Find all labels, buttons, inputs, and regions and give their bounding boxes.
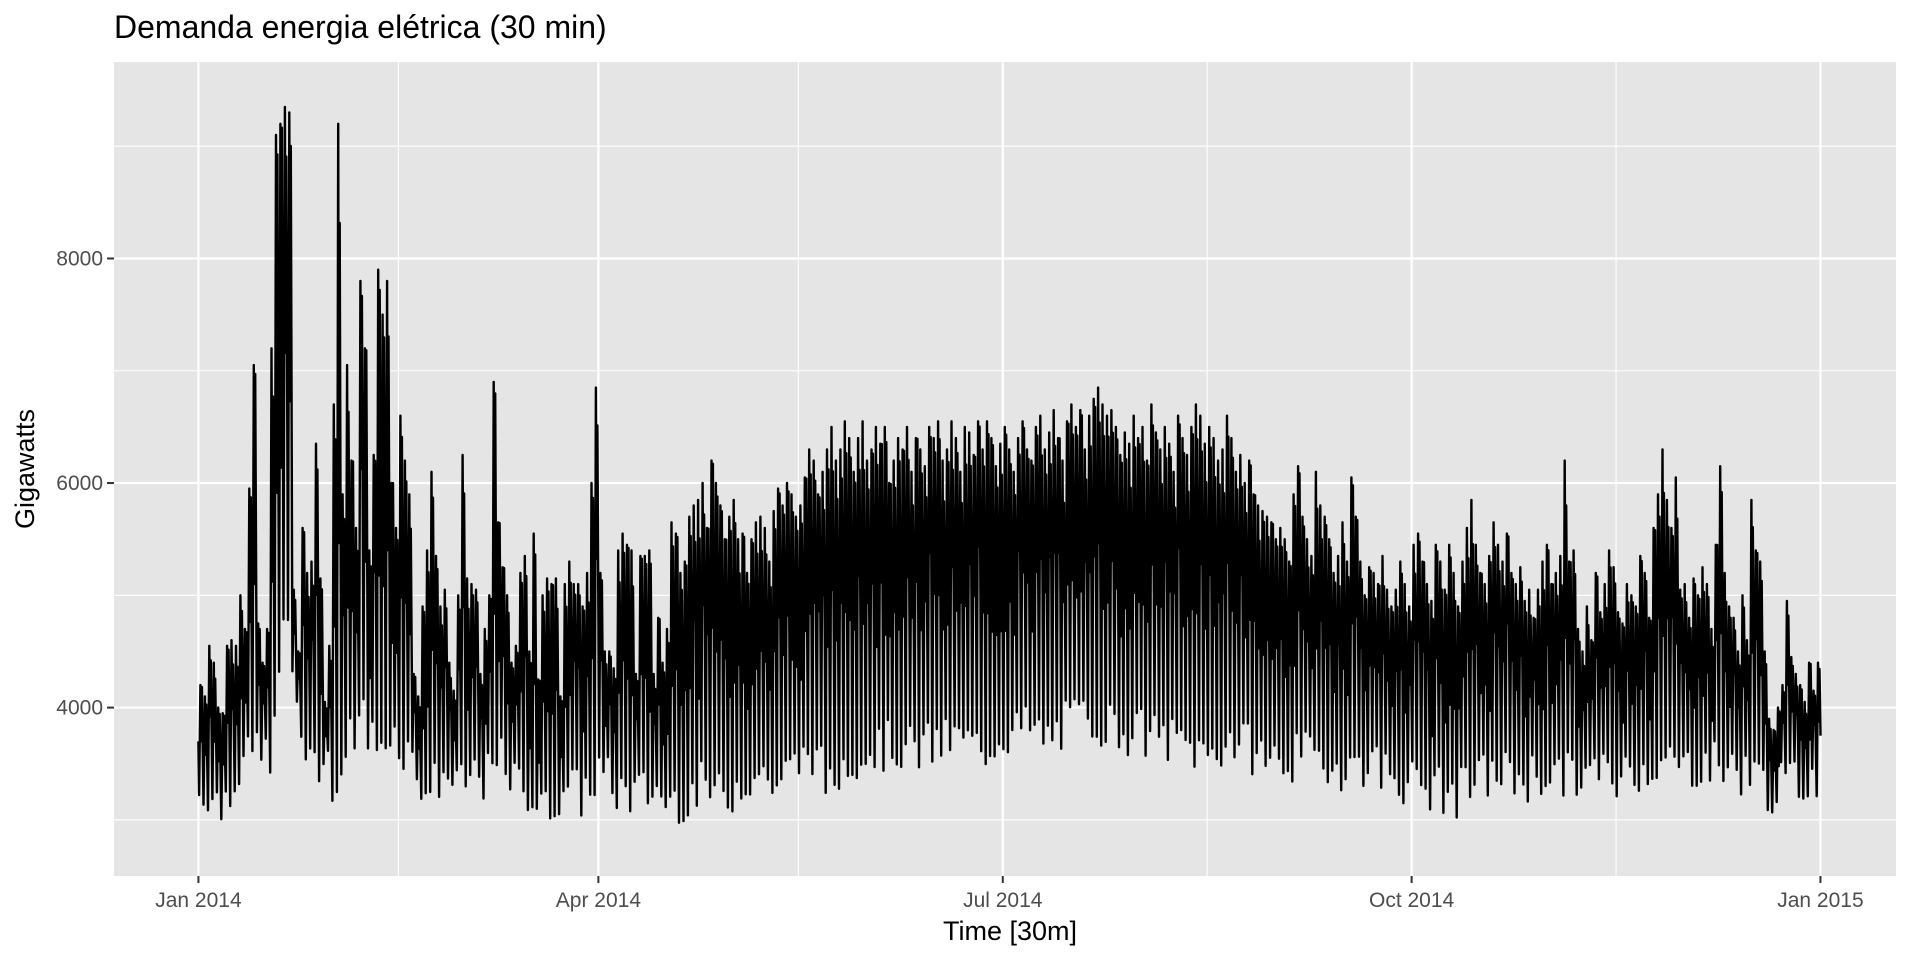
series-line — [197, 105, 1822, 824]
chart-title: Demanda energia elétrica (30 min) — [114, 9, 607, 45]
y-axis-title: Gigawatts — [10, 409, 40, 529]
x-tick-label: Jan 2014 — [155, 889, 242, 912]
x-axis-title: Time [30m] — [943, 916, 1077, 946]
y-axis: 4000 6000 8000 — [56, 247, 114, 720]
y-tick-label: 4000 — [56, 697, 103, 720]
y-tick-label: 8000 — [56, 247, 103, 270]
x-tick-label: Apr 2014 — [556, 889, 642, 912]
x-axis: Jan 2014 Apr 2014 Jul 2014 Oct 2014 Jan 2015 — [155, 876, 1864, 912]
x-tick-label: Jul 2014 — [963, 889, 1043, 912]
x-tick-label: Jan 2015 — [1777, 889, 1863, 912]
y-tick-label: 6000 — [56, 472, 103, 495]
x-tick-label: Oct 2014 — [1369, 889, 1455, 912]
